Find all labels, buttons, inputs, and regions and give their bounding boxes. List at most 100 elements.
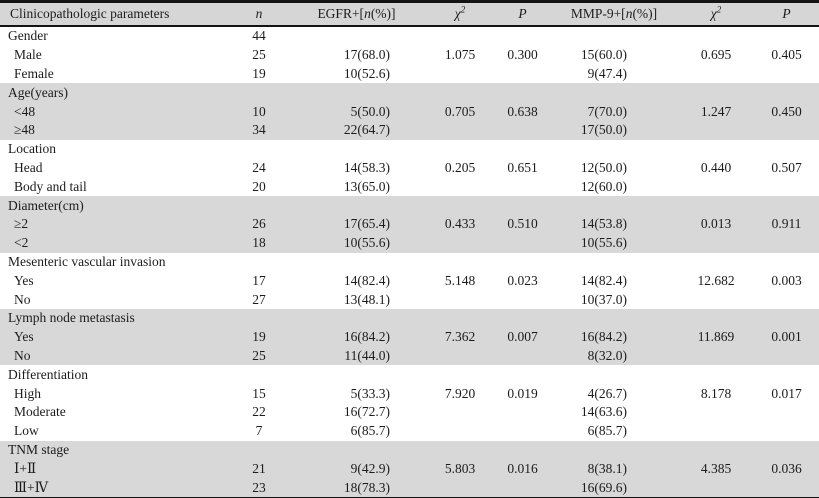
- p-egfr-cell: [495, 253, 550, 272]
- row-label: Ⅲ+Ⅳ: [14, 479, 49, 495]
- n-cell: 10: [252, 103, 266, 119]
- chi-mmp-cell: [678, 441, 754, 460]
- data-row: No 25 11(44.0) 8(32.0): [0, 346, 819, 366]
- chi-egfr-cell: 0.205: [444, 159, 476, 175]
- chi-egfr-cell: 0.433: [444, 216, 476, 232]
- row-label: <2: [14, 235, 29, 251]
- row-label: High: [14, 385, 41, 401]
- p-mmp-cell: [754, 422, 819, 441]
- p-egfr-cell: 0.651: [507, 159, 538, 175]
- section-label: Diameter(cm): [8, 197, 84, 213]
- header-row: Clinicopathologic parameters n EGFR+[n(%…: [0, 1, 819, 26]
- chi-egfr-cell: [425, 234, 495, 253]
- data-row: High 15 5(33.3) 7.920 0.019 4(26.7) 8.178 0.017: [0, 384, 819, 403]
- section-row: Age(years): [0, 83, 819, 103]
- chi-mmp-cell: [678, 309, 754, 328]
- p-mmp-cell: 0.003: [771, 272, 802, 288]
- p-egfr-cell: 0.016: [507, 460, 538, 476]
- data-row: Body and tail 20 13(65.0) 12(60.0): [0, 177, 819, 196]
- section-label: Lymph node metastasis: [8, 310, 135, 326]
- row-label: Male: [14, 47, 42, 63]
- chi-mmp-cell: 8.178: [700, 385, 732, 401]
- chi-egfr-cell: [425, 478, 495, 498]
- section-label: Age(years): [8, 84, 68, 100]
- mmp-cell: [550, 441, 678, 460]
- p-mmp-cell: 0.507: [771, 159, 802, 175]
- chi-mmp-cell: [678, 177, 754, 196]
- mmp-cell: 14(53.8): [580, 216, 627, 232]
- p-mmp-cell: [754, 26, 819, 46]
- chi-mmp-cell: [678, 140, 754, 159]
- chi-egfr-cell: [425, 26, 495, 46]
- row-label: Female: [14, 65, 54, 81]
- section-label: Mesenteric vascular invasion: [8, 253, 166, 269]
- section-label: Differentiation: [8, 366, 88, 382]
- chi-mmp-cell: 0.440: [700, 159, 732, 175]
- p-mmp-cell: 0.405: [771, 47, 802, 63]
- n-cell: 21: [252, 460, 266, 476]
- chi-mmp-cell: [678, 347, 754, 366]
- mmp-cell: [550, 253, 678, 272]
- p-mmp-cell: [754, 347, 819, 366]
- egfr-cell: 16(84.2): [343, 329, 390, 345]
- p-mmp-cell: [754, 365, 819, 384]
- chi-egfr-cell: [425, 290, 495, 309]
- section-label: TNM stage: [8, 441, 70, 457]
- chi-egfr-cell: [425, 309, 495, 328]
- n-cell: 27: [252, 291, 266, 307]
- egfr-cell: [288, 26, 425, 46]
- section-label: Gender: [8, 28, 48, 44]
- chi-egfr-cell: [425, 121, 495, 140]
- chi-mmp-cell: [678, 121, 754, 140]
- mmp-cell: [550, 140, 678, 159]
- table-body: Gender 44 Male 25 17(68.0) 1.075 0.300 15(60.0)…: [0, 26, 819, 498]
- header-n: n: [255, 6, 263, 21]
- chi-egfr-cell: 0.705: [444, 103, 476, 119]
- chi-mmp-cell: [678, 478, 754, 498]
- p-mmp-cell: 0.036: [771, 460, 802, 476]
- mmp-cell: [550, 309, 678, 328]
- mmp-cell: [550, 83, 678, 102]
- p-mmp-cell: [754, 290, 819, 309]
- chi-egfr-cell: [425, 140, 495, 159]
- section-n-cell: [230, 140, 288, 159]
- p-egfr-cell: 0.019: [507, 385, 538, 401]
- p-egfr-cell: [495, 347, 550, 366]
- mmp-cell: 6(85.7): [587, 423, 627, 439]
- chi-mmp-cell: 12.682: [697, 272, 735, 288]
- p-egfr-cell: [495, 65, 550, 84]
- p-mmp-cell: [754, 121, 819, 140]
- header-p-mmp9: P: [782, 6, 791, 21]
- p-mmp-cell: [754, 234, 819, 253]
- p-egfr-cell: [495, 26, 550, 46]
- n-cell: 18: [252, 235, 266, 251]
- section-row: Gender 44: [0, 26, 819, 46]
- chi-mmp-cell: 11.869: [697, 329, 735, 345]
- chi-mmp-cell: [678, 403, 754, 422]
- section-row: TNM stage: [0, 440, 819, 460]
- p-mmp-cell: [754, 478, 819, 498]
- p-mmp-cell: [754, 177, 819, 196]
- egfr-cell: [288, 365, 425, 384]
- section-n-cell: [230, 309, 288, 328]
- section-n-cell: [230, 441, 288, 460]
- section-row: Lymph node metastasis: [0, 308, 819, 328]
- chi-mmp-cell: [678, 365, 754, 384]
- n-cell: 15: [252, 385, 266, 401]
- p-egfr-cell: [495, 422, 550, 441]
- chi-egfr-cell: [425, 347, 495, 366]
- p-egfr-cell: [495, 83, 550, 102]
- data-row: ≥48 34 22(64.7) 17(50.0): [0, 120, 819, 140]
- data-row: Ⅲ+Ⅳ 23 18(78.3) 16(69.6): [0, 478, 819, 498]
- chi-egfr-cell: [425, 441, 495, 460]
- egfr-cell: 17(65.4): [343, 216, 390, 232]
- section-n-cell: 44: [252, 28, 266, 44]
- row-label: ≥48: [14, 122, 35, 138]
- header-mmp9-suffix: (%)]: [632, 6, 658, 21]
- mmp-cell: 15(60.0): [580, 47, 627, 63]
- chi-egfr-cell: [425, 253, 495, 272]
- row-label: Low: [14, 423, 39, 439]
- mmp-cell: 14(82.4): [580, 272, 627, 288]
- row-label: No: [14, 291, 31, 307]
- chi-egfr-cell: [425, 65, 495, 84]
